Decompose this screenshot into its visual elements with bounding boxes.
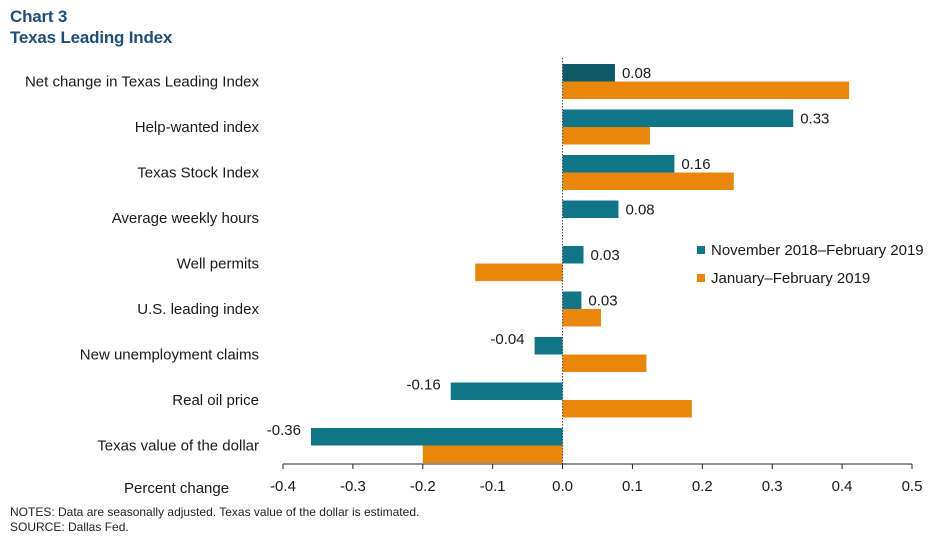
data-label: 0.03 bbox=[588, 292, 617, 309]
bar-series-2 bbox=[562, 127, 650, 145]
legend-label: January–February 2019 bbox=[711, 270, 870, 287]
bar-series-2 bbox=[562, 172, 734, 190]
bar-series-1 bbox=[310, 428, 563, 446]
category-label: Texas value of the dollar bbox=[97, 438, 259, 455]
category-label: Help-wanted index bbox=[135, 119, 260, 136]
data-label: -0.04 bbox=[490, 331, 524, 348]
x-tick-label: 0.1 bbox=[622, 478, 643, 495]
bar-series-2 bbox=[562, 309, 601, 327]
x-tick-label: -0.2 bbox=[410, 478, 436, 495]
data-label: -0.16 bbox=[407, 376, 441, 393]
category-label: U.S. leading index bbox=[137, 301, 259, 318]
data-label: -0.36 bbox=[267, 422, 301, 439]
category-label: New unemployment claims bbox=[80, 347, 259, 364]
bar-series-1 bbox=[562, 246, 584, 264]
x-tick-label: 0.5 bbox=[902, 478, 923, 495]
category-label: Real oil price bbox=[172, 392, 259, 409]
x-tick-label: 0.3 bbox=[762, 478, 783, 495]
x-tick-label: 0.2 bbox=[692, 478, 713, 495]
bar-series-1 bbox=[562, 155, 675, 173]
bar-series-1 bbox=[562, 291, 582, 309]
data-label: 0.08 bbox=[625, 201, 654, 218]
x-tick-label: -0.1 bbox=[480, 478, 506, 495]
data-label: 0.03 bbox=[591, 247, 620, 264]
category-label: Net change in Texas Leading Index bbox=[25, 74, 260, 91]
legend-swatch bbox=[697, 246, 705, 254]
bar-series-2 bbox=[475, 263, 563, 281]
chart-notes: NOTES: Data are seasonally adjusted. Tex… bbox=[10, 505, 419, 535]
x-tick-label: -0.4 bbox=[270, 478, 296, 495]
category-label: Texas Stock Index bbox=[137, 165, 259, 182]
legend-swatch bbox=[697, 274, 705, 282]
bar-series-1 bbox=[562, 64, 615, 82]
bar-series-1 bbox=[562, 109, 794, 127]
bar-series-2 bbox=[422, 445, 563, 463]
bar-series-1 bbox=[450, 382, 563, 400]
chart-number: Chart 3 bbox=[10, 7, 68, 26]
bar-series-1 bbox=[534, 337, 563, 355]
category-label: Well permits bbox=[177, 256, 259, 273]
legend-label: November 2018–February 2019 bbox=[711, 242, 924, 259]
x-tick-label: 0.0 bbox=[552, 478, 573, 495]
bar-series-2 bbox=[562, 400, 692, 418]
data-label: 0.08 bbox=[622, 65, 651, 82]
source-text: SOURCE: Dallas Fed. bbox=[10, 520, 129, 534]
data-label: 0.33 bbox=[800, 110, 829, 127]
bar-chart: Net change in Texas Leading Index 0.08 Hel… bbox=[25, 58, 924, 497]
bar-series-2 bbox=[562, 354, 647, 372]
x-axis-title: Percent change bbox=[124, 480, 229, 497]
category-label: Average weekly hours bbox=[112, 210, 259, 227]
x-tick-label: 0.4 bbox=[832, 478, 853, 495]
bar-series-1 bbox=[562, 200, 619, 218]
x-tick-label: -0.3 bbox=[340, 478, 366, 495]
bar-series-2 bbox=[562, 81, 850, 99]
data-label: 0.16 bbox=[681, 156, 710, 173]
chart-title: Texas Leading Index bbox=[10, 28, 173, 47]
chart-title-block: Chart 3 Texas Leading Index bbox=[10, 6, 172, 48]
notes-text: NOTES: Data are seasonally adjusted. Tex… bbox=[10, 505, 420, 519]
